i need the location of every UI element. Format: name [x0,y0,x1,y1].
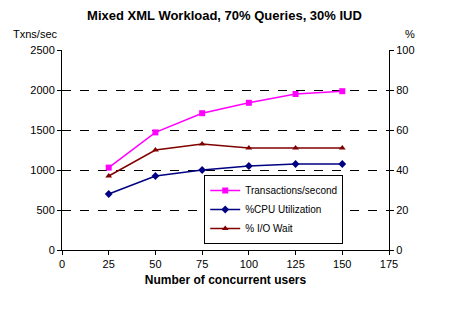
svg-text:175: 175 [380,258,398,270]
svg-text:0: 0 [49,244,55,256]
svg-text:1500: 1500 [30,124,54,136]
svg-text:2500: 2500 [30,44,54,56]
svg-text:20: 20 [396,204,408,216]
svg-text:Txns/sec: Txns/sec [13,28,58,40]
svg-text:Number of concurrent users: Number of concurrent users [145,273,307,287]
svg-text:0: 0 [59,258,65,270]
svg-text:75: 75 [196,258,208,270]
svg-text:100: 100 [396,44,414,56]
svg-text:60: 60 [396,124,408,136]
svg-text:0: 0 [396,244,402,256]
svg-text:1000: 1000 [30,164,54,176]
svg-text:40: 40 [396,164,408,176]
svg-text:2000: 2000 [30,84,54,96]
svg-text:125: 125 [286,258,304,270]
svg-text:Transactions/second: Transactions/second [245,185,337,196]
svg-text:25: 25 [103,258,115,270]
svg-text:80: 80 [396,84,408,96]
svg-text:%: % [405,28,415,40]
svg-text:100: 100 [240,258,258,270]
svg-text:Mixed XML Workload, 70% Querie: Mixed XML Workload, 70% Queries, 30% IUD [87,8,362,23]
svg-text:% I/O Wait: % I/O Wait [245,223,293,234]
svg-text:150: 150 [333,258,351,270]
svg-text:50: 50 [149,258,161,270]
svg-text:500: 500 [36,204,54,216]
svg-text:%CPU Utilization: %CPU Utilization [245,204,321,215]
